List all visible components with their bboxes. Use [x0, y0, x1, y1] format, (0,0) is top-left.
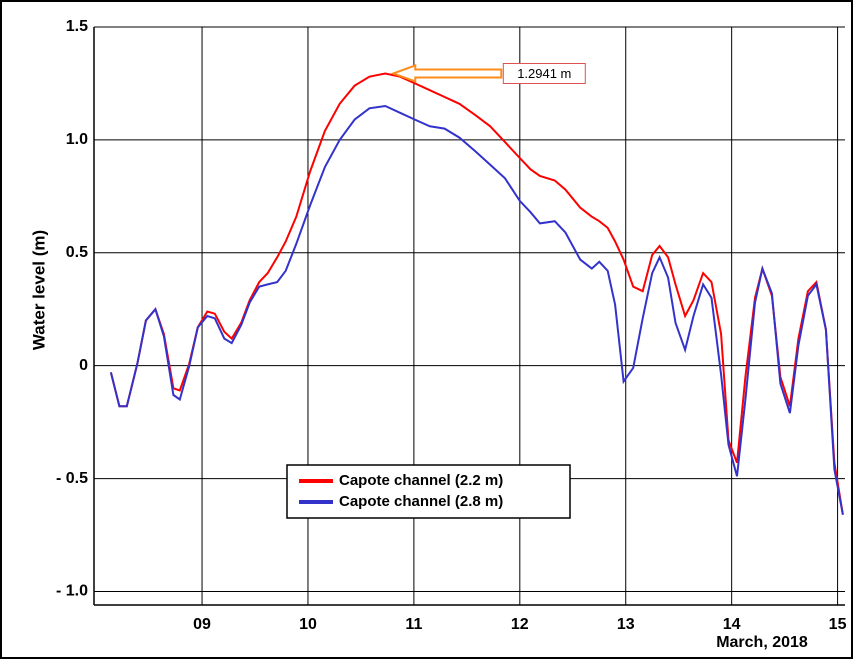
annotation-box: [502, 62, 586, 84]
x-axis-label: March, 2018: [716, 634, 808, 651]
x-tick-label: 11: [405, 616, 422, 633]
series-line: [109, 72, 844, 515]
annotation-arrow: [390, 64, 503, 83]
y-tick-label: 1.0: [66, 131, 88, 148]
y-axis-label: Water level (m): [29, 230, 48, 350]
x-tick-label: 13: [617, 616, 635, 633]
y-tick-label: - 1.0: [56, 583, 88, 600]
x-tick-label: 15: [829, 616, 847, 633]
y-tick-label: 0: [79, 357, 88, 374]
x-tick-label: 10: [299, 616, 317, 633]
x-tick-label: 09: [193, 616, 211, 633]
series-line: [109, 104, 844, 515]
legend-label: Capote channel (2.8 m): [339, 493, 503, 510]
legend-label: Capote channel (2.2 m): [339, 472, 503, 489]
x-tick-label: 14: [723, 616, 741, 633]
x-tick-label: 12: [511, 616, 529, 633]
y-tick-label: 0.5: [66, 244, 88, 261]
y-tick-label: - 0.5: [56, 470, 88, 487]
annotation-text: 1.2941 m: [517, 66, 571, 81]
y-tick-label: 1.5: [66, 18, 88, 35]
legend-box: [286, 464, 571, 519]
